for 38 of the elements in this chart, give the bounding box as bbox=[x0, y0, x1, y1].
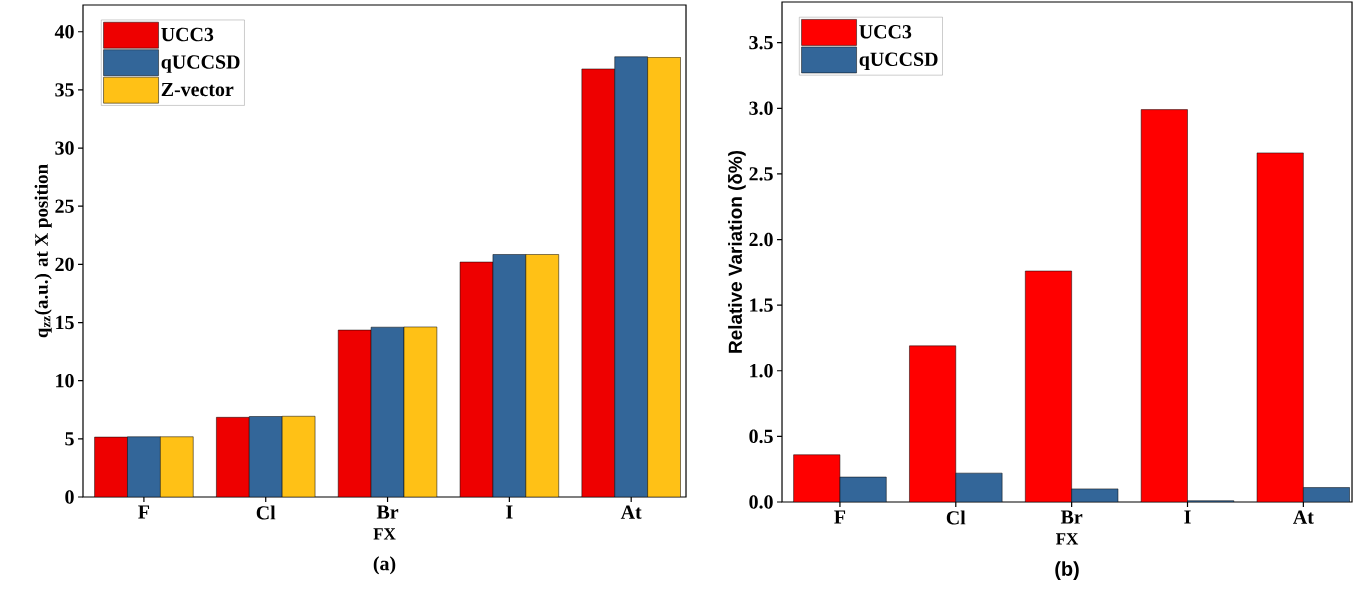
y-tick-label: 1.5 bbox=[750, 298, 773, 312]
y-tick-label: 15 bbox=[56, 315, 74, 330]
x-tick-label: I bbox=[506, 505, 513, 519]
y-tick-label: 2.5 bbox=[749, 167, 773, 181]
x-tick-label: Br bbox=[376, 505, 399, 519]
x-tick-label: At bbox=[620, 505, 642, 519]
legend-label: qUCCSD bbox=[161, 55, 240, 73]
text: (b) bbox=[1055, 561, 1079, 580]
y-tick-label: 1.0 bbox=[750, 364, 773, 378]
legend-label: UCC3 bbox=[859, 25, 912, 39]
text: (a) bbox=[373, 556, 396, 575]
y-axis-title: q$_{zz}$(a.u.) at X position bbox=[34, 164, 52, 338]
x-axis-title: FX bbox=[1056, 533, 1079, 545]
x-tick-label: Cl bbox=[256, 505, 276, 520]
y-tick-label: 25 bbox=[55, 199, 74, 213]
x-tick-label: Cl bbox=[946, 510, 966, 525]
y-tick-label: 35 bbox=[55, 83, 74, 97]
y-tick-label: 0 bbox=[65, 490, 74, 504]
legend-label: qUCCSD bbox=[859, 52, 938, 71]
y-tick-label: 30 bbox=[55, 141, 74, 155]
y-tick-label: 3.5 bbox=[749, 35, 773, 50]
legend-label: Z-vector bbox=[161, 82, 234, 97]
x-axis-title: FX bbox=[373, 528, 396, 540]
y-tick-label: 10 bbox=[56, 373, 74, 388]
x-tick-label: I bbox=[1184, 510, 1191, 524]
y-tick-label: 40 bbox=[54, 25, 74, 39]
x-tick-label: F bbox=[834, 510, 846, 524]
y-tick-label: 5 bbox=[65, 432, 74, 446]
x-tick-label: Br bbox=[1060, 510, 1083, 524]
y-tick-label: 3.0 bbox=[749, 101, 773, 116]
y-tick-label: 2.0 bbox=[749, 232, 773, 247]
y-axis-title: Relative Variation (δ%) bbox=[728, 150, 746, 353]
y-tick-label: 0.0 bbox=[749, 495, 773, 509]
legend-label: UCC3 bbox=[161, 27, 214, 42]
y-tick-label: 0.5 bbox=[749, 429, 773, 444]
x-tick-label: At bbox=[1293, 510, 1314, 524]
y-tick-label: 20 bbox=[55, 257, 74, 272]
x-tick-label: F bbox=[138, 505, 150, 519]
